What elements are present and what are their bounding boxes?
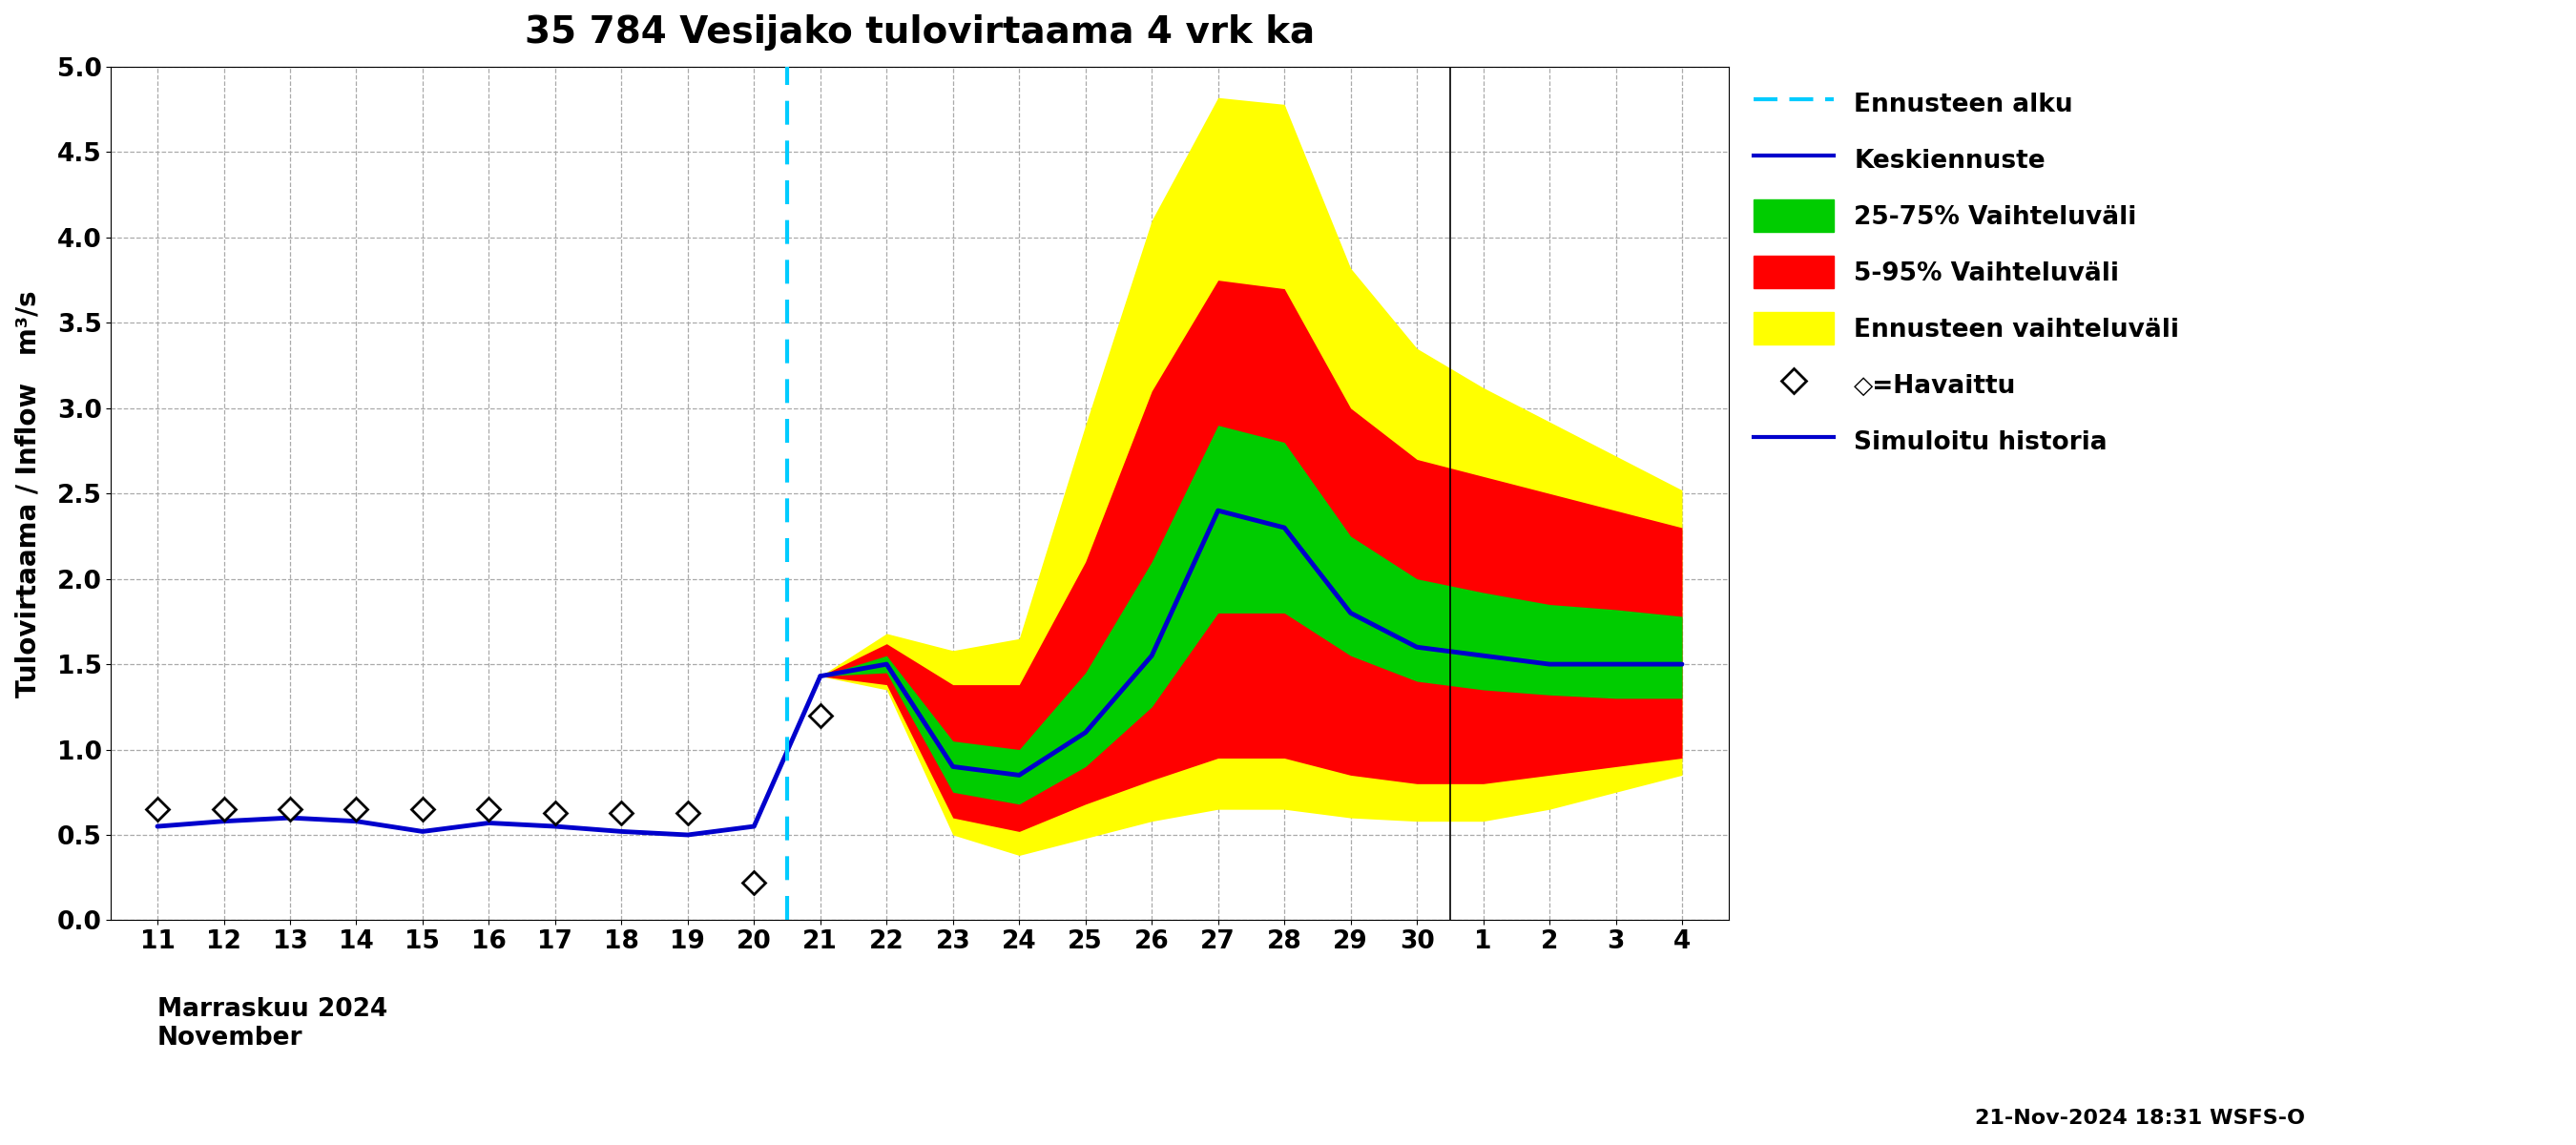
Legend: Ennusteen alku, Keskiennuste, 25-75% Vaihteluväli, 5-95% Vaihteluväli, Ennusteen: Ennusteen alku, Keskiennuste, 25-75% Vai… xyxy=(1747,79,2187,465)
Title: 35 784 Vesijako tulovirtaama 4 vrk ka: 35 784 Vesijako tulovirtaama 4 vrk ka xyxy=(526,14,1314,50)
Text: 21-Nov-2024 18:31 WSFS-O: 21-Nov-2024 18:31 WSFS-O xyxy=(1976,1108,2306,1128)
Y-axis label: Tulovirtaama / Inflow   m³/s: Tulovirtaama / Inflow m³/s xyxy=(15,290,41,697)
Text: Marraskuu 2024
November: Marraskuu 2024 November xyxy=(157,997,386,1051)
